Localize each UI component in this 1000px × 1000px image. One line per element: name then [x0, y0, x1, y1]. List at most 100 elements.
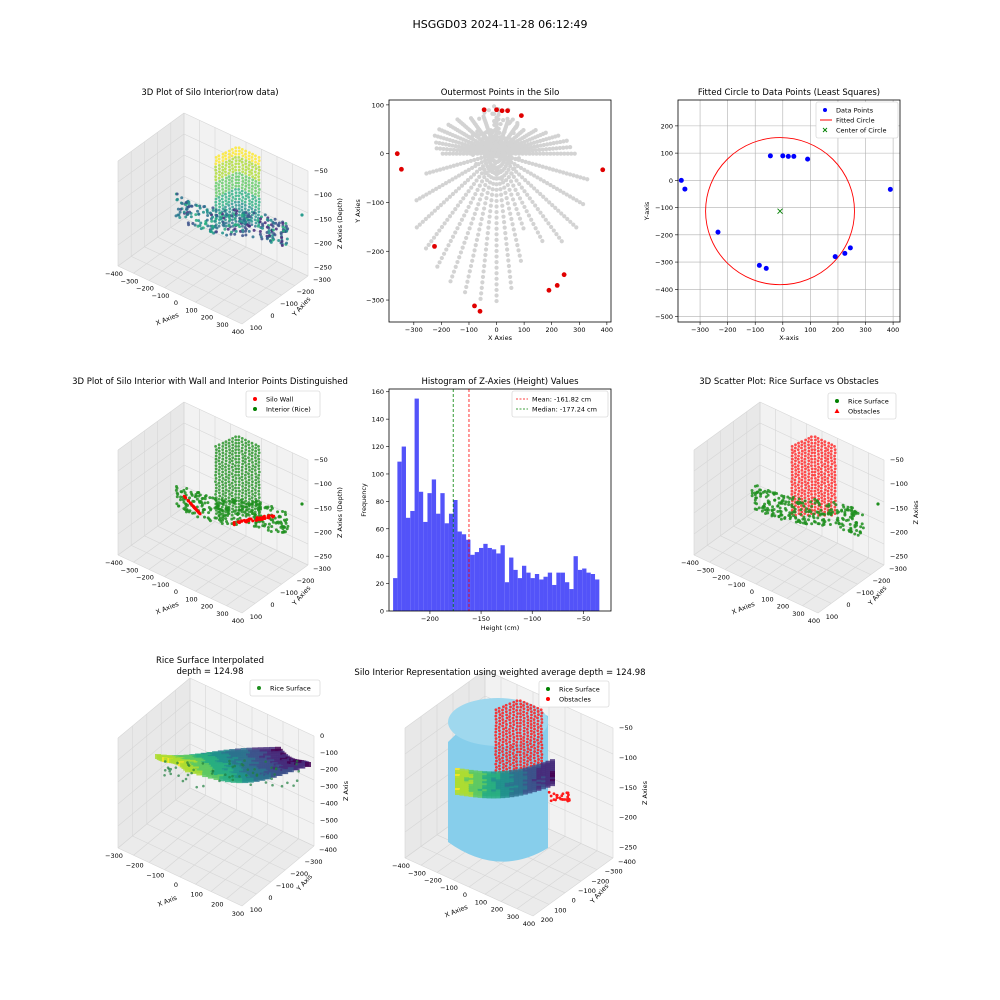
point: [231, 774, 234, 778]
point: [234, 496, 238, 499]
point: [208, 211, 212, 215]
obstacle-point: [533, 734, 536, 737]
point: [199, 221, 203, 225]
x-tick-label: −200: [126, 862, 144, 870]
point: [270, 525, 274, 529]
point: [491, 181, 496, 186]
point: [247, 485, 251, 488]
grid-line: [117, 133, 185, 183]
point: [829, 456, 833, 459]
point: [468, 158, 473, 164]
point: [846, 505, 850, 509]
obstacle-point: [512, 764, 516, 768]
obstacle-point: [502, 705, 505, 709]
point: [807, 497, 811, 501]
chart-subtitle: depth = 124.98: [176, 667, 243, 677]
point: [517, 196, 523, 201]
point: [440, 151, 445, 156]
point: [790, 489, 794, 493]
obstacle-point: [515, 731, 519, 735]
surface-cell: [253, 776, 260, 782]
surface-cell: [468, 791, 474, 797]
outermost-point: [477, 308, 483, 314]
z-tick-label: −150: [314, 215, 332, 223]
point: [850, 509, 854, 513]
point: [450, 143, 455, 148]
point: [211, 769, 215, 773]
point: [230, 218, 234, 222]
obstacle-point: [526, 731, 530, 734]
point: [504, 178, 509, 183]
obstacle-point: [526, 756, 530, 760]
legend-frame: [827, 392, 897, 420]
point: [513, 140, 518, 145]
point: [448, 164, 453, 169]
point: [240, 763, 244, 766]
point: [819, 508, 823, 512]
point: [217, 443, 221, 447]
point: [240, 494, 244, 498]
point: [435, 264, 440, 269]
point: [227, 197, 231, 201]
point: [823, 456, 827, 459]
point: [226, 522, 230, 526]
point: [800, 488, 804, 491]
point: [509, 147, 514, 152]
point: [258, 230, 262, 234]
point: [286, 524, 290, 528]
obstacle-point: [525, 753, 529, 757]
point: [221, 454, 225, 458]
obstacle-point: [508, 753, 512, 757]
back-pane-left: [694, 402, 760, 555]
grid-line: [817, 564, 885, 614]
point: [548, 141, 553, 146]
point: [241, 154, 245, 158]
point: [496, 147, 501, 153]
point: [424, 192, 429, 197]
point: [830, 485, 834, 488]
point: [244, 194, 248, 198]
point: [526, 160, 532, 165]
point: [807, 518, 811, 522]
point: [431, 235, 437, 240]
point: [231, 507, 234, 511]
point: [565, 216, 570, 222]
grid-line: [117, 554, 243, 614]
point: [247, 164, 251, 167]
point: [807, 472, 811, 475]
point: [224, 443, 228, 447]
point: [247, 186, 251, 190]
histogram-bar: [461, 534, 467, 611]
point: [520, 200, 525, 205]
obstacle-point: [501, 746, 505, 750]
point: [814, 480, 817, 483]
point: [800, 469, 804, 472]
point: [820, 457, 823, 461]
point: [835, 509, 839, 513]
obstacle-point: [497, 735, 501, 739]
point: [187, 202, 191, 206]
point: [224, 192, 227, 196]
point: [217, 183, 221, 187]
point: [244, 220, 248, 224]
point: [237, 496, 241, 499]
obstacle-point: [505, 755, 508, 758]
point: [246, 215, 250, 219]
point: [535, 206, 540, 212]
point: [300, 502, 304, 506]
point: [507, 187, 512, 192]
point: [214, 208, 218, 212]
point: [800, 494, 803, 498]
point: [833, 480, 837, 483]
obstacle-point: [508, 731, 511, 734]
point: [827, 502, 831, 506]
point: [494, 237, 499, 242]
point: [554, 168, 559, 173]
grid-line: [117, 699, 191, 761]
point: [244, 470, 248, 474]
point: [816, 459, 820, 463]
obstacle-point: [515, 718, 519, 722]
point: [469, 185, 474, 190]
point: [222, 222, 226, 226]
